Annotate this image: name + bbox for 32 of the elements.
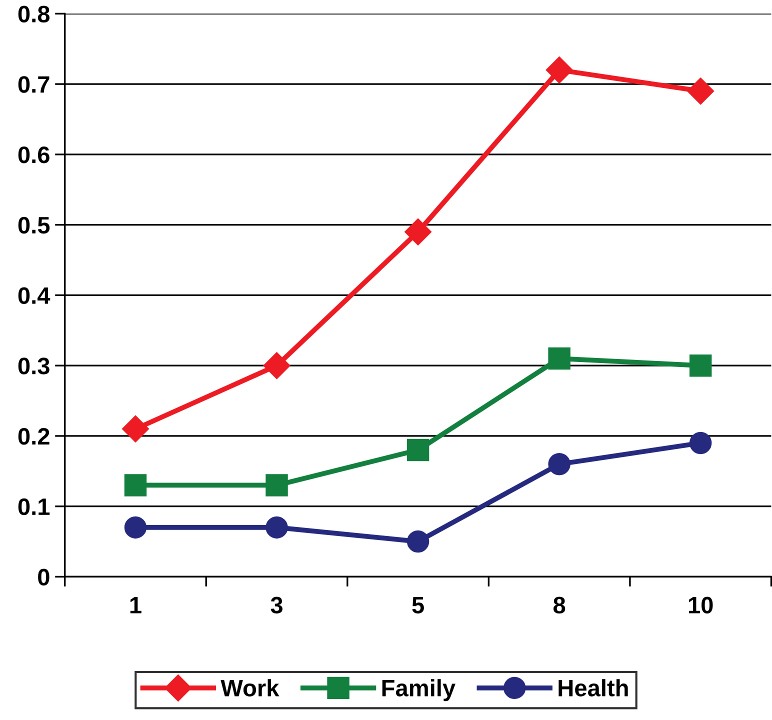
point — [263, 352, 290, 380]
point — [689, 354, 712, 377]
point — [546, 56, 573, 84]
x-tick-label: 8 — [554, 596, 566, 614]
point — [124, 474, 147, 496]
point — [689, 432, 712, 454]
point — [406, 530, 430, 553]
y-tick-label: 0.7 — [18, 76, 50, 93]
y-tick-label: 0.6 — [18, 146, 50, 164]
x-tick-label: 1 — [130, 597, 142, 614]
y-tick-label: 0.8 — [18, 6, 50, 22]
x-tick-label: 10 — [688, 596, 713, 614]
y-tick-label: 0.5 — [18, 216, 50, 234]
point — [124, 516, 147, 539]
point — [406, 438, 430, 462]
y-tick-label: 0.3 — [18, 358, 50, 374]
point — [687, 78, 714, 105]
point — [122, 415, 149, 442]
y-tick-label: 0.2 — [18, 428, 50, 445]
y-tick-label: 0.1 — [18, 498, 50, 516]
point — [548, 347, 570, 370]
point — [548, 453, 570, 476]
point — [404, 218, 432, 246]
legend-label: Health — [558, 679, 628, 696]
x-tick-label: 3 — [270, 596, 282, 614]
x-tick-label: 5 — [412, 597, 424, 614]
point — [266, 516, 288, 539]
y-tick-label: 0.4 — [18, 287, 50, 304]
y-tick-label: 0 — [38, 568, 50, 586]
legend-label: Family — [382, 679, 456, 702]
point — [266, 474, 288, 496]
legend-label: Work — [220, 679, 280, 696]
